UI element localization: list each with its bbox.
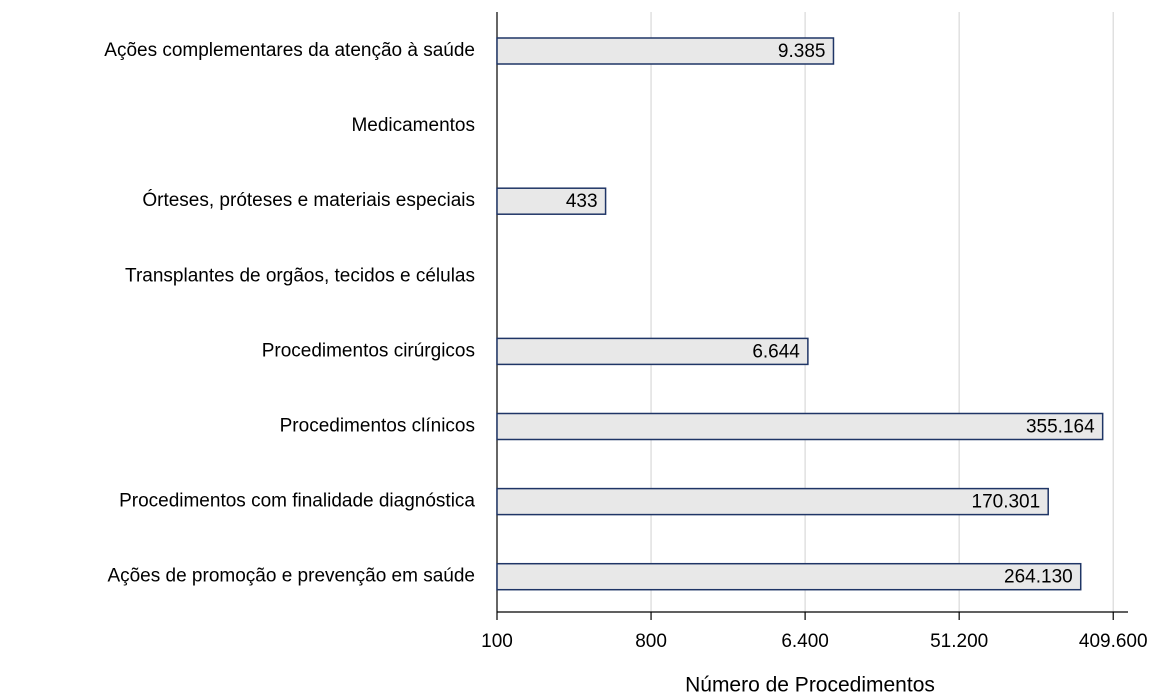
y-tick-label: Transplantes de orgãos, tecidos e célula… (125, 265, 475, 286)
value-label: 264.130 (1004, 567, 1073, 588)
x-tick-label: 800 (635, 631, 667, 652)
y-tick-label: Medicamentos (351, 115, 475, 136)
x-tick-label: 51.200 (930, 631, 988, 652)
bar (496, 337, 809, 366)
bar (496, 187, 607, 215)
x-tick-label: 6.400 (781, 631, 829, 652)
y-tick-label: Ações de promoção e prevenção em saúde (107, 566, 475, 587)
value-label: 170.301 (972, 492, 1041, 513)
value-label: 433 (566, 191, 598, 212)
y-tick-label: Procedimentos cirúrgicos (262, 340, 475, 361)
bar (496, 487, 1049, 516)
x-tick-label: 100 (481, 631, 513, 652)
y-tick-label: Procedimentos com finalidade diagnóstica (119, 491, 475, 512)
y-tick-label: Ações complementares da atenção à saúde (104, 40, 475, 61)
y-tick-label: Procedimentos clínicos (280, 416, 475, 437)
value-label: 9.385 (778, 41, 826, 62)
bar (496, 37, 835, 65)
value-label: 6.644 (752, 341, 800, 362)
y-tick-label: Órteses, próteses e materiais especiais (142, 189, 475, 211)
x-tick-label: 409.600 (1079, 631, 1148, 652)
value-label: 355.164 (1026, 417, 1095, 438)
x-axis-title: Número de Procedimentos (685, 674, 935, 697)
bar (496, 412, 1104, 441)
bar (496, 562, 1082, 591)
